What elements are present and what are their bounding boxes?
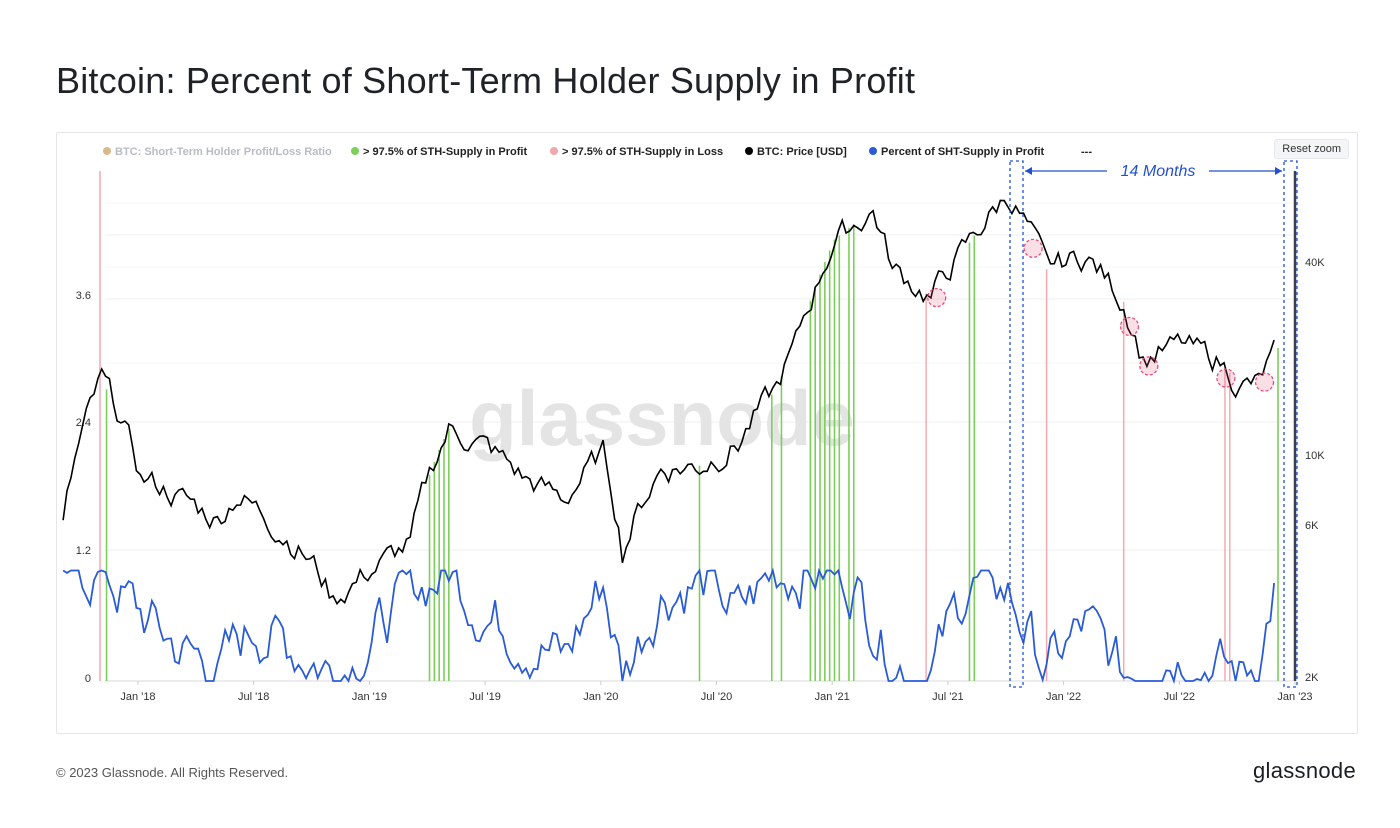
y-left-tick-label: 0	[85, 673, 91, 685]
x-tick-label: Jul '20	[701, 691, 732, 703]
annotation-arrowhead-left	[1025, 167, 1032, 175]
chart-panel: Reset zoom glassnode 14 Months 0 1.2 2.4 3.6 2…	[56, 132, 1358, 734]
legend-item[interactable]: > 97.5% of STH-Supply in Profit	[351, 146, 527, 158]
highlight-circle	[1119, 316, 1140, 337]
x-tick-label: Jan '22	[1046, 691, 1081, 703]
copyright: © 2023 Glassnode. All Rights Reserved.	[56, 765, 289, 780]
x-tick-label: Jul '21	[932, 691, 963, 703]
page-title: Bitcoin: Percent of Short-Term Holder Su…	[56, 60, 916, 101]
y-right-tick-label: 2K	[1305, 672, 1319, 684]
y-left-tick-label: 1.2	[76, 545, 91, 557]
x-tick-label: Jan '19	[352, 691, 387, 703]
legend-swatch	[869, 147, 877, 155]
x-tick-label: Jan '18	[120, 691, 155, 703]
legend-label: BTC: Short-Term Holder Profit/Loss Ratio	[115, 146, 332, 158]
y-right-tick-label: 6K	[1305, 520, 1319, 532]
legend-label: > 97.5% of STH-Supply in Loss	[562, 146, 723, 158]
legend-swatch	[550, 147, 558, 155]
x-tick-label: Jul '18	[238, 691, 269, 703]
highlight-circle	[1254, 372, 1275, 392]
legend-swatch	[745, 147, 753, 155]
y-right-tick-label: 40K	[1305, 257, 1325, 269]
x-tick-label: Jan '21	[815, 691, 850, 703]
series-percent-sth-in-profit	[62, 567, 1275, 685]
y-left-tick-label: 3.6	[76, 290, 91, 302]
watermark: glassnode	[469, 374, 855, 462]
legend-item[interactable]: BTC: Short-Term Holder Profit/Loss Ratio	[103, 146, 332, 158]
annotation-box-start	[1009, 160, 1024, 688]
annotation-arrowhead-right	[1275, 167, 1282, 175]
legend-label: > 97.5% of STH-Supply in Profit	[363, 146, 527, 158]
legend-item[interactable]: BTC: Price [USD]	[745, 146, 847, 158]
legend-label: Percent of SHT-Supply in Profit	[881, 146, 1045, 158]
annotation-box-end	[1283, 160, 1298, 688]
x-tick-label: Jul '19	[469, 691, 500, 703]
legend-label: ---	[1081, 146, 1092, 158]
signal-bands	[105, 224, 1279, 681]
x-tick-label: Jul '22	[1164, 691, 1195, 703]
highlight-circle	[1139, 356, 1159, 376]
legend-swatch	[351, 147, 359, 155]
y-right-tick-label: 10K	[1305, 450, 1325, 462]
highlight-circle	[1023, 238, 1043, 258]
annotation-label: 14 Months	[1121, 163, 1196, 180]
legend-item[interactable]: ---	[1081, 146, 1092, 158]
reset-zoom-button[interactable]: Reset zoom	[1274, 139, 1349, 159]
series-btc-price	[62, 199, 1275, 606]
x-tick-label: Jan '23	[1277, 691, 1312, 703]
chart[interactable]: glassnode 14 Months 0 1.2 2.4 3.6 2K 6K 10K 40K Ja…	[57, 133, 1357, 733]
legend-swatch	[103, 147, 111, 155]
highlight-circle	[1216, 368, 1236, 388]
legend-item[interactable]: > 97.5% of STH-Supply in Loss	[550, 146, 723, 158]
y-left-tick-label: 2.4	[76, 417, 91, 429]
legend-item[interactable]: Percent of SHT-Supply in Profit	[869, 146, 1045, 158]
highlight-circle	[927, 287, 947, 308]
legend-label: BTC: Price [USD]	[757, 146, 847, 158]
x-tick-label: Jan '20	[583, 691, 618, 703]
brand-logo: glassnode	[1253, 758, 1356, 783]
